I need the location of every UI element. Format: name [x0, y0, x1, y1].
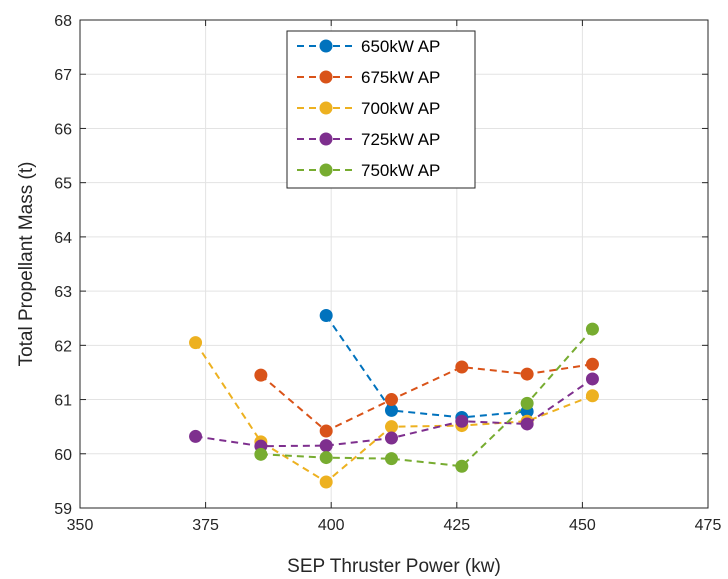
data-point [520, 417, 534, 431]
data-point [455, 414, 469, 428]
x-tick-label: 450 [569, 517, 596, 534]
x-tick-label: 350 [67, 517, 94, 534]
series-group [189, 309, 599, 489]
data-point [585, 322, 599, 336]
y-tick-label: 59 [54, 501, 72, 518]
legend-label: 725kW AP [361, 130, 440, 149]
data-point [585, 389, 599, 403]
y-axis-label: Total Propellant Mass (t) [16, 162, 37, 367]
series-line [260, 328, 594, 468]
legend-label: 750kW AP [361, 161, 440, 180]
data-point [319, 439, 333, 453]
legend-marker [319, 132, 333, 146]
series-line [260, 363, 593, 433]
data-point [384, 452, 398, 466]
legend-label: 675kW AP [361, 68, 440, 87]
data-point [520, 367, 534, 381]
y-tick-label: 68 [54, 13, 72, 30]
legend-box [286, 30, 476, 189]
y-tick-label: 64 [54, 230, 72, 247]
y-tick-label: 61 [54, 393, 72, 410]
data-point [384, 403, 398, 417]
data-point [189, 429, 203, 443]
x-tick-label: 400 [318, 517, 345, 534]
data-point [254, 368, 268, 382]
data-point [520, 396, 534, 410]
x-tick-label: 375 [192, 517, 219, 534]
x-axis-label: SEP Thruster Power (kw) [287, 556, 501, 577]
legend-label: 700kW AP [361, 99, 440, 118]
y-tick-label: 62 [54, 338, 72, 355]
x-tick-label: 425 [443, 517, 470, 534]
series-750kw-ap [254, 322, 599, 473]
data-point [319, 309, 333, 323]
legend-marker [319, 39, 333, 53]
data-point [319, 475, 333, 489]
data-point [585, 357, 599, 371]
series-line [325, 314, 528, 419]
series-675kw-ap [254, 357, 599, 438]
legend: 650kW AP 675kW AP 700kW AP 725kW AP 750kW AP [286, 30, 476, 189]
data-point [384, 431, 398, 445]
data-point [254, 447, 268, 461]
data-point [319, 424, 333, 438]
y-tick-label: 63 [54, 284, 72, 301]
y-tick-label: 60 [54, 447, 72, 464]
data-point [384, 393, 398, 407]
legend-label: 650kW AP [361, 37, 440, 56]
data-point [455, 459, 469, 473]
data-point [189, 336, 203, 350]
y-tick-label: 67 [54, 67, 72, 84]
y-tick-label: 66 [54, 121, 72, 138]
axis-ticks: 350 375 400 425 450 475 59 60 61 62 63 64 65 66 67 68 [54, 13, 721, 534]
plot-frame [79, 19, 709, 509]
legend-marker [319, 101, 333, 115]
x-tick-label: 475 [695, 517, 722, 534]
legend-marker [319, 70, 333, 84]
data-point [384, 420, 398, 434]
y-tick-label: 65 [54, 176, 72, 193]
legend-marker [319, 163, 333, 177]
data-point [585, 372, 599, 386]
data-point [319, 451, 333, 465]
data-point [455, 360, 469, 374]
